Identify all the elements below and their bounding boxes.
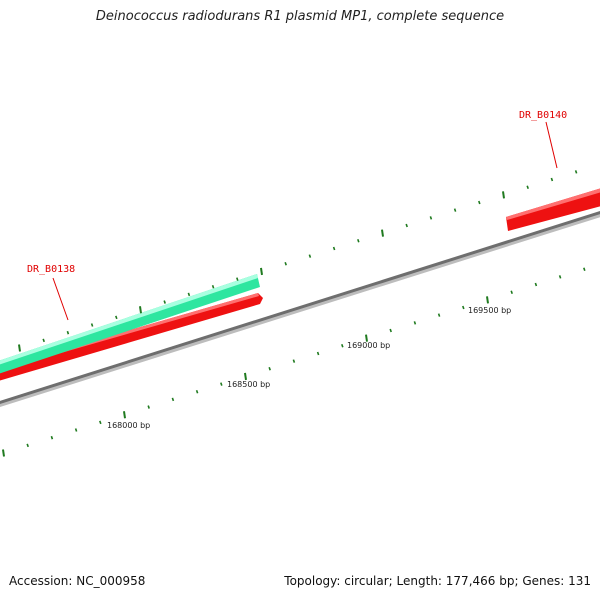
upper-tick-mark [429, 216, 433, 220]
scale-label-168000: 168000 bp [107, 421, 150, 430]
lower-tick-mark [413, 321, 417, 325]
lower-tick-mark [220, 382, 223, 386]
upper-tick-mark [478, 200, 481, 205]
upper-tick-mark [284, 262, 287, 266]
upper-tick-mark [187, 292, 191, 297]
lower-tick-mark [26, 443, 29, 448]
lower-tick-mark [462, 305, 465, 310]
upper-tick-mark [66, 330, 70, 335]
lower-tick-mark [558, 275, 562, 279]
leader-line-dr-b0138 [52, 277, 69, 321]
lower-tick-mark [268, 367, 271, 371]
scale-label-168500: 168500 bp [227, 380, 270, 389]
lower-tick-mark [341, 344, 344, 348]
lower-tick-mark [99, 420, 102, 425]
upper-tick-mark [18, 344, 21, 352]
upper-tick-mark [526, 185, 529, 189]
gene-reverse-1[interactable] [0, 293, 263, 382]
upper-tick-mark [357, 239, 360, 243]
map-title: Deinococcus radiodurans R1 plasmid MP1, … [95, 9, 505, 24]
lower-tick-mark [316, 351, 320, 356]
lower-tick-mark [437, 313, 441, 317]
upper-tick-mark [502, 191, 505, 199]
lower-tick-mark [2, 449, 5, 457]
upper-tick-mark [115, 315, 118, 320]
gene-label-dr-b0138: DR_B0138 [27, 264, 75, 275]
upper-tick-mark [163, 300, 166, 304]
upper-tick-mark [332, 246, 336, 251]
lower-tick-mark [583, 267, 586, 271]
scale-label-169500: 169500 bp [468, 306, 511, 315]
upper-tick-mark [139, 306, 142, 314]
leader-line-dr-b0140 [545, 121, 558, 169]
upper-tick-track [18, 170, 578, 352]
accession-text: Accession: NC_000958 [9, 574, 146, 588]
upper-tick-mark [381, 229, 384, 237]
upper-tick-mark [550, 177, 554, 182]
upper-tick-mark [308, 254, 312, 258]
gene-label-dr-b0140: DR_B0140 [519, 110, 567, 121]
upper-tick-mark [260, 267, 263, 276]
upper-tick-mark [453, 208, 457, 212]
lower-tick-mark [510, 290, 513, 294]
lower-tick-mark [147, 405, 150, 409]
upper-tick-mark [42, 338, 45, 343]
upper-tick-mark [211, 284, 215, 289]
lower-tick-mark [365, 334, 368, 342]
lower-tick-mark [171, 397, 175, 402]
lower-tick-mark [50, 435, 54, 440]
gene-forward-1-highlight [0, 274, 258, 365]
lower-tick-mark [534, 282, 538, 287]
lower-tick-mark [244, 372, 247, 381]
lower-tick-mark [74, 428, 78, 432]
upper-tick-mark [405, 223, 408, 228]
lower-tick-mark [292, 359, 296, 363]
topology-text: Topology: circular; Length: 177,466 bp; … [284, 574, 591, 588]
upper-tick-mark [574, 170, 578, 174]
lower-tick-mark [123, 411, 126, 419]
scale-label-169000: 169000 bp [347, 341, 390, 350]
upper-tick-mark [236, 277, 239, 281]
lower-tick-mark [389, 328, 392, 333]
backbone-shadow [0, 211, 600, 408]
upper-tick-mark [90, 323, 94, 327]
gene-dr-b0140-highlight [506, 188, 600, 220]
lower-tick-mark [195, 389, 199, 394]
lower-tick-track [2, 267, 586, 457]
lower-tick-mark [486, 296, 489, 304]
plasmid-backbone [0, 211, 600, 404]
